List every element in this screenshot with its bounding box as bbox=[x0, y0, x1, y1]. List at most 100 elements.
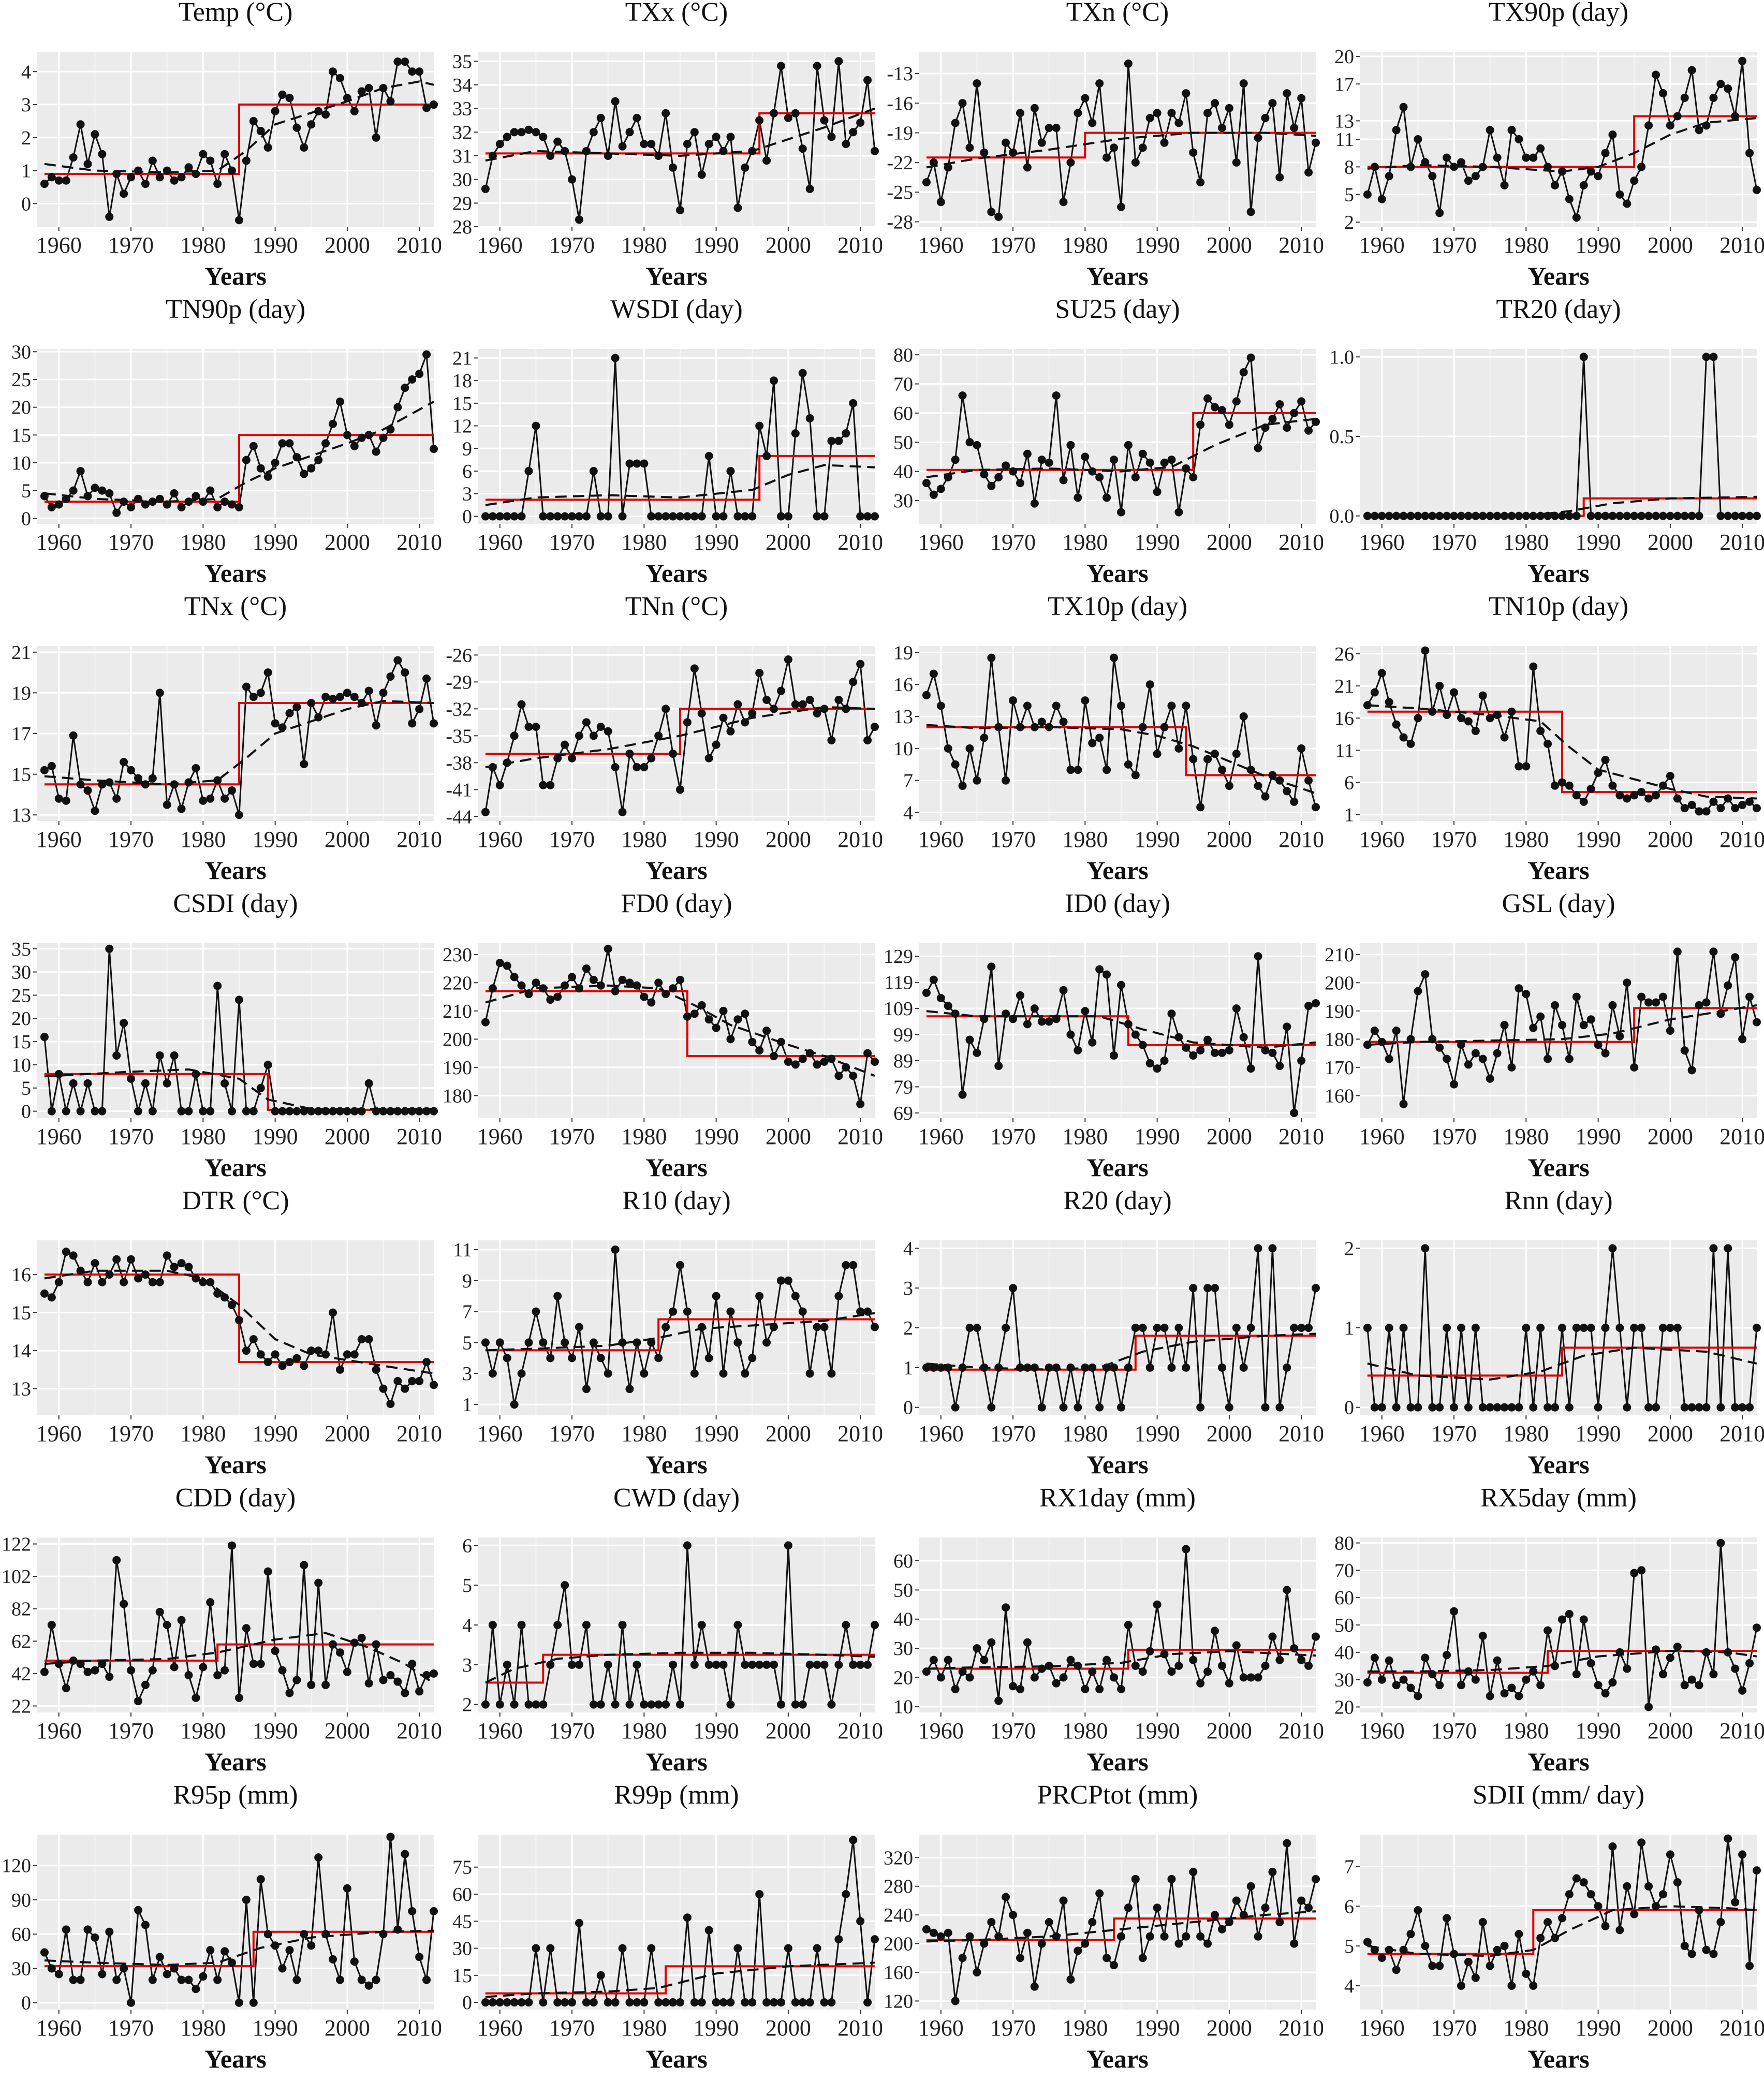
data-point bbox=[1246, 208, 1255, 216]
data-point bbox=[849, 128, 858, 137]
data-point bbox=[827, 436, 836, 445]
data-point bbox=[1385, 1945, 1393, 1954]
data-points bbox=[481, 655, 879, 816]
data-point bbox=[532, 128, 540, 137]
y-tick-label: 20 bbox=[893, 1667, 913, 1689]
data-point bbox=[76, 1975, 85, 1984]
data-point bbox=[675, 1998, 684, 2007]
data-point bbox=[1370, 1653, 1379, 1662]
data-point bbox=[1666, 1850, 1674, 1859]
data-point bbox=[712, 133, 721, 141]
data-point bbox=[965, 1673, 974, 1682]
data-point bbox=[242, 1107, 251, 1116]
major-gridlines bbox=[478, 646, 875, 821]
data-point bbox=[1507, 707, 1516, 716]
data-point bbox=[980, 1363, 989, 1372]
data-point bbox=[748, 512, 757, 521]
data-point bbox=[1002, 1009, 1010, 1018]
data-point bbox=[415, 1107, 424, 1116]
data-point bbox=[1464, 1957, 1473, 1966]
y-tick-label: -26 bbox=[446, 644, 472, 666]
data-point bbox=[300, 1930, 308, 1939]
data-point bbox=[1002, 138, 1010, 147]
data-point bbox=[408, 1907, 417, 1916]
data-point bbox=[704, 1354, 713, 1363]
data-point bbox=[1189, 1868, 1198, 1877]
x-tick-label: 2010 bbox=[1278, 2015, 1323, 2041]
data-point bbox=[495, 781, 504, 789]
data-point bbox=[980, 1656, 989, 1664]
data-point bbox=[1608, 781, 1617, 790]
y-tick-label: 122 bbox=[2, 1534, 31, 1556]
data-point bbox=[1232, 1004, 1241, 1013]
data-point bbox=[944, 163, 952, 172]
major-gridlines bbox=[478, 1537, 875, 1712]
data-point bbox=[1680, 1681, 1689, 1690]
data-point bbox=[1652, 791, 1660, 800]
data-point bbox=[1687, 1675, 1696, 1684]
data-point bbox=[712, 1023, 721, 1032]
data-point bbox=[618, 142, 627, 151]
data-point bbox=[1037, 1403, 1046, 1412]
data-point bbox=[973, 79, 981, 88]
data-point bbox=[1731, 1403, 1740, 1412]
data-points bbox=[481, 57, 879, 224]
y-tick-label: 220 bbox=[443, 972, 472, 994]
data-point bbox=[1399, 1675, 1408, 1684]
data-point bbox=[863, 1998, 872, 2007]
data-point bbox=[755, 421, 764, 430]
data-point bbox=[263, 1567, 272, 1576]
data-point bbox=[1203, 1667, 1212, 1676]
data-point bbox=[517, 981, 526, 990]
data-point bbox=[1275, 1062, 1284, 1071]
x-axis-label: Years bbox=[1086, 1153, 1148, 1182]
data-point bbox=[582, 512, 591, 521]
data-point bbox=[1095, 473, 1104, 481]
x-tick-label: 1990 bbox=[1576, 827, 1621, 852]
x-tick-label: 1980 bbox=[180, 232, 226, 258]
data-point bbox=[733, 700, 742, 709]
data-point bbox=[47, 1107, 56, 1116]
x-tick-label: 2010 bbox=[1719, 530, 1764, 555]
data-point bbox=[1268, 1868, 1277, 1877]
data-point bbox=[495, 1700, 504, 1709]
y-tick-label: 30 bbox=[452, 169, 472, 191]
data-point bbox=[1615, 511, 1624, 520]
data-point bbox=[1709, 1950, 1718, 1958]
data-point bbox=[936, 1673, 945, 1682]
data-point bbox=[683, 1541, 692, 1550]
data-point bbox=[91, 484, 99, 492]
data-point bbox=[944, 473, 952, 481]
data-point bbox=[1167, 1874, 1176, 1883]
data-point bbox=[234, 1693, 243, 1702]
y-tick-label: 60 bbox=[893, 403, 913, 424]
data-point bbox=[62, 1684, 70, 1693]
data-point bbox=[1457, 1981, 1465, 1990]
x-tick-label: 2010 bbox=[1719, 1124, 1764, 1149]
data-point bbox=[1709, 947, 1718, 956]
x-tick-label: 1960 bbox=[918, 827, 964, 852]
data-point bbox=[1304, 776, 1313, 785]
data-point bbox=[640, 140, 649, 149]
data-points bbox=[481, 944, 879, 1108]
data-point bbox=[1630, 177, 1639, 185]
data-point bbox=[430, 1669, 438, 1678]
data-point bbox=[1601, 755, 1610, 764]
data-point bbox=[1515, 135, 1523, 143]
data-point bbox=[1254, 952, 1262, 961]
data-point bbox=[1225, 781, 1233, 790]
data-point bbox=[1731, 511, 1740, 520]
x-tick-label: 1990 bbox=[253, 2015, 298, 2041]
data-point bbox=[748, 1354, 757, 1363]
data-point bbox=[1189, 148, 1198, 157]
data-point bbox=[307, 1346, 316, 1355]
data-point bbox=[798, 700, 807, 709]
data-point bbox=[647, 140, 656, 149]
x-axis-label: Years bbox=[645, 1450, 707, 1479]
data-point bbox=[784, 512, 792, 521]
data-point bbox=[314, 1578, 323, 1587]
y-tick-label: 10 bbox=[893, 1696, 913, 1718]
data-point bbox=[1217, 406, 1226, 415]
data-point bbox=[1615, 190, 1624, 199]
data-point bbox=[532, 1700, 540, 1709]
